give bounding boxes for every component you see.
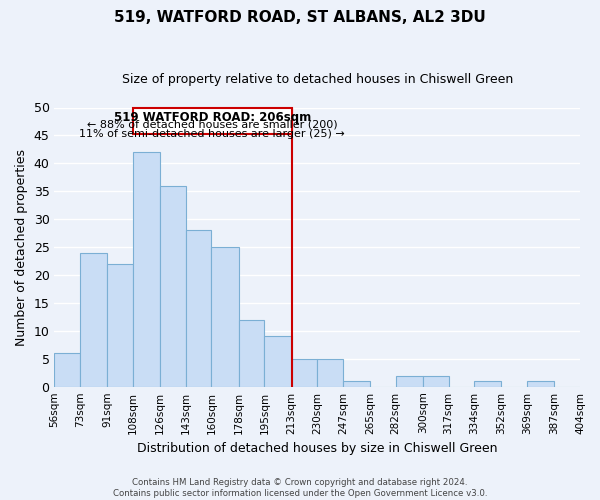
Bar [211, 247, 239, 386]
Y-axis label: Number of detached properties: Number of detached properties [15, 148, 28, 346]
Bar [474, 381, 502, 386]
Text: ← 88% of detached houses are smaller (200): ← 88% of detached houses are smaller (20… [87, 120, 338, 130]
Text: 519, WATFORD ROAD, ST ALBANS, AL2 3DU: 519, WATFORD ROAD, ST ALBANS, AL2 3DU [114, 10, 486, 25]
Bar [292, 359, 317, 386]
Bar [317, 359, 343, 386]
Bar [343, 381, 370, 386]
Bar [239, 320, 265, 386]
Text: 11% of semi-detached houses are larger (25) →: 11% of semi-detached houses are larger (… [79, 128, 345, 138]
Bar [265, 336, 292, 386]
Text: 519 WATFORD ROAD: 206sqm: 519 WATFORD ROAD: 206sqm [113, 111, 311, 124]
Bar [133, 152, 160, 386]
Bar [80, 252, 107, 386]
Bar [423, 376, 449, 386]
Bar [160, 186, 186, 386]
X-axis label: Distribution of detached houses by size in Chiswell Green: Distribution of detached houses by size … [137, 442, 497, 455]
Bar [527, 381, 554, 386]
Bar [55, 353, 80, 386]
Bar [186, 230, 211, 386]
Bar [396, 376, 423, 386]
Bar [107, 264, 133, 386]
Title: Size of property relative to detached houses in Chiswell Green: Size of property relative to detached ho… [122, 72, 513, 86]
FancyBboxPatch shape [133, 108, 292, 134]
Text: Contains HM Land Registry data © Crown copyright and database right 2024.
Contai: Contains HM Land Registry data © Crown c… [113, 478, 487, 498]
